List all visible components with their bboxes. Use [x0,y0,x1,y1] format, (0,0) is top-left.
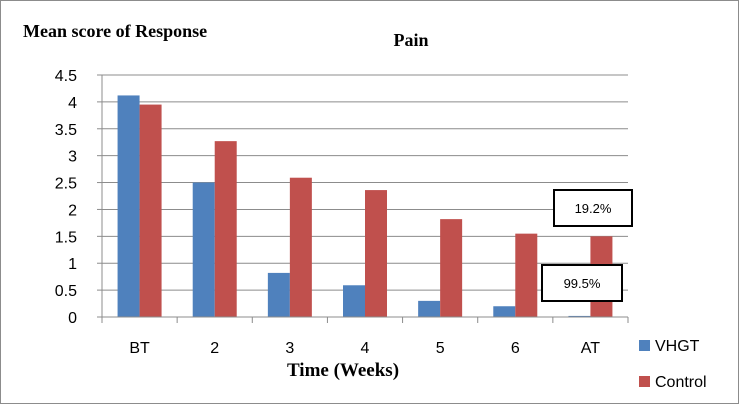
x-tick-label: 6 [511,340,520,357]
y-tick-label: 0.5 [55,283,77,300]
y-tick-label: 1.5 [55,229,77,246]
bar-control-4 [365,190,387,317]
bar-vhgt-2 [192,182,215,317]
legend-swatch-control [639,376,650,387]
x-tick-label: 5 [436,340,445,357]
x-tick-label: 2 [210,340,219,357]
bars [117,95,613,318]
x-tick-label: 4 [361,340,370,357]
legend-label-control: Control [655,374,707,391]
bar-control-6 [515,233,538,317]
bar-vhgt-3 [267,272,290,317]
y-tick-label: 2.5 [55,176,77,193]
y-tick-label: 3.5 [55,122,77,139]
y-tick-label: 3 [68,149,77,166]
bar-control-5 [440,219,463,317]
y-axis-title: Mean score of Response [23,21,207,41]
bar-control-bt [139,104,162,317]
y-tick-label: 2 [68,202,77,219]
bar-vhgt-5 [418,300,441,317]
legend: VHGT Control [639,338,707,391]
gridlines [102,74,628,291]
bar-vhgt-at [568,315,591,317]
bar-vhgt-6 [493,306,516,317]
axes: 0 0.5 1 1.5 2 2.5 3 3.5 4 4.5 BT 2 3 4 5 6 AT [55,68,629,357]
bar-vhgt-bt [117,95,140,318]
bar-control-2 [214,141,237,317]
x-axis-title: Time (Weeks) [287,360,399,381]
x-tick-label: BT [129,340,150,357]
annotation-label: 99.5% [564,276,601,291]
annotations: 19.2% 99.5% [541,189,633,302]
annotation-box [553,189,633,227]
y-tick-label: 1 [68,256,77,273]
x-tick-label: AT [581,340,600,357]
y-tick-label: 4.5 [55,68,77,85]
annotation-label: 19.2% [575,201,612,216]
chart-title: Pain [393,30,428,50]
bar-control-3 [289,177,312,317]
legend-swatch-vhgt [639,340,650,351]
bar-vhgt-4 [343,285,365,317]
x-tick-label: 3 [285,340,294,357]
legend-label-vhgt: VHGT [655,338,700,355]
y-tick-label: 4 [68,95,77,112]
y-tick-label: 0 [68,310,77,327]
annotation-box [541,264,623,302]
